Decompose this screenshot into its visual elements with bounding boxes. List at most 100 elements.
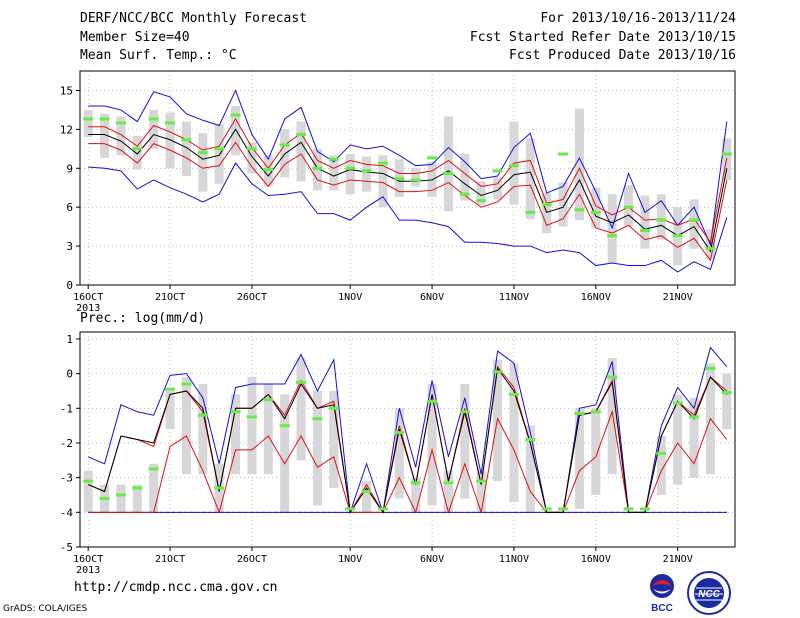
y-tick-label: 3 <box>66 240 73 253</box>
forecast-period: For 2013/10/16-2013/11/24 <box>540 11 736 26</box>
spread-box <box>247 377 257 475</box>
variable-label: Mean Surf. Temp.: °C <box>80 48 237 63</box>
plot-frame <box>79 331 736 548</box>
spread-box <box>427 384 437 506</box>
mean-marker <box>296 380 307 384</box>
ncc-logo: NCC <box>687 571 731 615</box>
spread-box <box>362 156 372 192</box>
spread-box <box>198 133 208 192</box>
y-tick-label: -1 <box>60 402 73 415</box>
mean-marker <box>148 467 159 471</box>
series-lower-quartile-line <box>88 409 728 515</box>
mean-marker <box>99 496 110 500</box>
spread-box <box>722 373 732 430</box>
mean-marker <box>361 169 372 173</box>
bcc-logo: BCC <box>650 574 674 614</box>
x-tick-label: 21OCT <box>155 554 185 565</box>
mean-marker <box>214 147 225 151</box>
mean-marker <box>672 234 683 238</box>
spread-box <box>411 168 421 187</box>
mean-marker <box>639 229 650 233</box>
spread-box <box>574 108 584 221</box>
mean-marker <box>377 507 388 511</box>
series-upper-quartile-line <box>88 118 728 244</box>
mean-marker <box>263 398 274 402</box>
mean-marker <box>115 121 126 125</box>
series-max-line <box>87 346 728 513</box>
spread-box <box>656 436 666 495</box>
mean-marker <box>541 507 552 511</box>
mean-marker <box>312 417 323 421</box>
spread-box <box>476 181 486 205</box>
mean-marker <box>165 121 176 125</box>
spread-box <box>427 161 437 197</box>
mean-marker <box>525 210 536 214</box>
mean-marker <box>721 391 732 395</box>
mean-marker <box>558 152 569 156</box>
mean-marker <box>99 117 110 121</box>
mean-marker <box>132 147 143 151</box>
mean-marker <box>607 234 618 238</box>
x-tick-label: 1NOV <box>338 554 362 565</box>
mean-marker <box>459 410 470 414</box>
mean-marker <box>394 431 405 435</box>
ncc-logo-text: NCC <box>698 589 720 600</box>
mean-marker <box>83 117 94 121</box>
x-tick-label: 6NOV <box>420 554 444 565</box>
spread-box <box>149 463 159 513</box>
x-tick-label: 16OCT <box>73 292 103 303</box>
mean-marker <box>181 138 192 142</box>
series-min-line <box>88 162 728 273</box>
mean-marker <box>689 415 700 419</box>
mean-marker <box>345 507 356 511</box>
mean-marker <box>476 479 487 483</box>
spread-box <box>83 109 93 138</box>
spread-box <box>525 425 535 513</box>
mean-marker <box>443 481 454 485</box>
precipitation-title: Prec.: log(mm/d) <box>80 311 205 326</box>
mean-marker <box>705 247 716 251</box>
footer-url[interactable]: http://cmdp.ncc.cma.gov.cn <box>74 580 278 595</box>
mean-marker <box>525 438 536 441</box>
spread-box <box>525 138 535 219</box>
mean-marker <box>361 490 372 494</box>
spread-box <box>280 394 290 513</box>
mean-marker <box>689 218 700 222</box>
mean-marker <box>607 375 618 379</box>
spread-box <box>132 135 142 170</box>
mean-marker <box>410 481 421 485</box>
spread-box <box>296 358 306 461</box>
y-tick-label: -5 <box>60 541 73 554</box>
x-tick-label: 1NOV <box>338 292 362 303</box>
y-tick-label: 6 <box>66 201 73 214</box>
mean-marker <box>656 218 667 222</box>
y-tick-label: 1 <box>66 333 73 346</box>
spread-box <box>231 106 241 156</box>
x-tick-label: 16NOV <box>581 292 611 303</box>
mean-marker <box>328 406 339 410</box>
spread-box <box>116 116 126 156</box>
spread-box <box>656 194 666 240</box>
spread-box <box>132 484 142 513</box>
y-tick-label: 12 <box>60 123 73 136</box>
spread-box <box>607 358 617 475</box>
x-tick-label: 26OCT <box>237 554 267 565</box>
y-tick-label: -4 <box>60 506 74 519</box>
y-tick-label: 0 <box>66 279 73 292</box>
y-tick-label: 0 <box>66 368 73 381</box>
mean-marker <box>672 401 683 405</box>
mean-marker <box>623 205 634 209</box>
mean-marker <box>590 410 601 414</box>
start-date: Fcst Started Refer Date 2013/10/15 <box>469 30 736 45</box>
bcc-logo-text: BCC <box>651 603 673 614</box>
grads-credit: GrADS: COLA/IGES <box>3 604 88 614</box>
mean-marker <box>427 399 438 403</box>
x-tick-year-label: 2013 <box>76 303 100 314</box>
mean-marker <box>83 479 94 483</box>
spread-box <box>198 384 208 475</box>
spread-box <box>280 129 290 178</box>
mean-marker <box>197 413 208 417</box>
spread-box <box>476 470 486 513</box>
mean-marker <box>492 169 503 173</box>
